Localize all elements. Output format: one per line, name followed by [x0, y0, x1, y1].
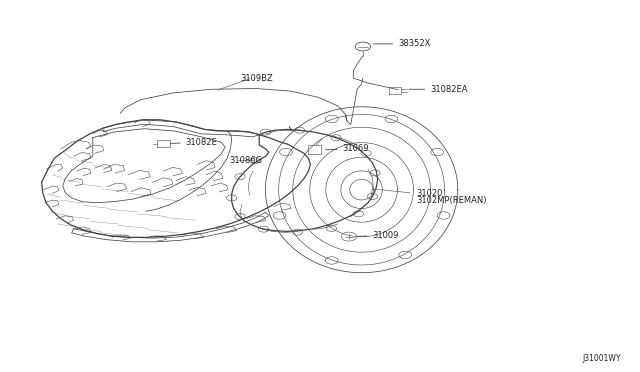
- Text: 31020: 31020: [416, 189, 442, 198]
- Text: J31001WY: J31001WY: [582, 354, 621, 363]
- Text: 3102MP(REMAN): 3102MP(REMAN): [416, 196, 486, 205]
- Text: 31086G: 31086G: [229, 156, 262, 165]
- Text: 31082E: 31082E: [170, 138, 218, 147]
- Text: 31082EA: 31082EA: [409, 85, 468, 94]
- Text: 38352X: 38352X: [373, 39, 431, 48]
- Text: 3109BZ: 3109BZ: [240, 74, 273, 83]
- Text: 31069: 31069: [325, 144, 369, 153]
- Text: 31009: 31009: [356, 231, 399, 240]
